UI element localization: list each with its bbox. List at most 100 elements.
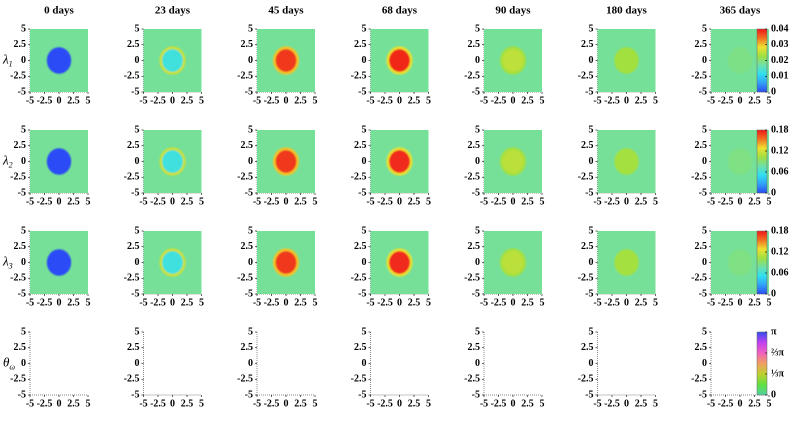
heatmap-center [46,47,72,74]
y-tick-label: -2.5 [124,71,140,82]
y-tick-label: -2.5 [578,374,594,385]
panel: -5-2.502.55-5 -2.5 0 2.5 5 [237,326,317,409]
y-tick-label: -2.5 [691,71,707,82]
y-tick-label: 5 [248,326,253,337]
colorbar-tick-label: 0.02 [771,55,789,66]
colorbar-tick-label: 0.06 [771,267,789,278]
x-tick-label: 5 [86,95,91,106]
y-tick-label: 0 [589,55,594,66]
x-tick-label: 0 [170,196,175,207]
y-tick-label: -5 [358,187,366,198]
panel: -5-2.502.55-5 -2.5 0 2.5 5 [124,225,204,308]
disk [386,147,413,176]
panel: -5-2.502.55-5 -2.5 0 2.5 5 [237,225,317,308]
x-tick-label: 2.5 [408,297,421,308]
x-tick-label: 2.5 [294,95,307,106]
x-tick-label: 5 [86,398,91,409]
y-tick-label: -5 [245,389,253,400]
y-tick-label: -2.5 [691,374,707,385]
disk [159,248,186,277]
x-tick-label: 0 [57,196,62,207]
x-tick-label: -2.5 [718,297,734,308]
y-tick-label: 5 [21,326,26,337]
x-tick-label: -2.5 [264,297,280,308]
y-tick-label: 5 [702,225,707,236]
x-tick-label: 2.5 [67,297,80,308]
x-tick-label: -5 [480,95,488,106]
x-tick-label: 2.5 [181,196,194,207]
y-tick-label: -5 [131,187,139,198]
heatmap-center [502,150,524,173]
y-tick-label: 2.5 [241,342,254,353]
x-tick-label: -5 [366,398,374,409]
x-tick-label: 0 [397,95,402,106]
y-tick-label: -2.5 [10,172,26,183]
y-tick-label: 5 [702,326,707,337]
x-tick-label: -2.5 [491,196,507,207]
x-tick-label: 5 [426,398,431,409]
colorbar [756,129,768,194]
y-tick-label: -2.5 [10,273,26,284]
disk [727,249,753,276]
y-tick-label: 2.5 [695,342,708,353]
x-tick-label: 2.5 [294,297,307,308]
y-tick-label: 0 [475,257,480,268]
disk [386,46,413,75]
row-label: λ1 [2,51,13,68]
y-tick-label: -5 [18,187,26,198]
x-tick-label: 0 [738,95,743,106]
disk [386,248,413,277]
panel: -5-2.502.55-5 -2.5 0 2.5 5 [691,326,771,409]
y-tick-label: 0 [589,156,594,167]
y-tick-label: -2.5 [351,172,367,183]
colorbar-tick-label: π [771,326,777,337]
heatmap-center [162,251,183,274]
panel: -5-2.502.55-5 -2.5 0 2.5 5 [464,124,544,207]
colorbar-tick-label: 0 [771,389,776,400]
x-tick-label: 0 [284,297,289,308]
x-tick-label: 2.5 [521,398,534,409]
y-tick-label: 2.5 [468,342,481,353]
column-title: 90 days [495,5,531,17]
x-tick-label: 5 [540,95,545,106]
y-tick-label: 0 [21,156,26,167]
y-tick-label: 5 [248,23,253,34]
colorbar-tick-label: 0.03 [771,39,789,50]
x-tick-label: 0 [738,398,743,409]
y-tick-label: 0 [248,156,253,167]
x-tick-label: 5 [426,95,431,106]
x-tick-label: -2.5 [604,398,620,409]
colorbar-tick-label: ⅓π [771,368,785,379]
panel: -5-2.502.55-5 -2.5 0 2.5 5 [124,23,204,106]
heatmap-center [275,150,297,173]
y-tick-label: 5 [362,326,367,337]
row-subscript: 1 [9,59,13,68]
x-tick-label: 0 [170,297,175,308]
x-tick-label: 0 [284,95,289,106]
x-tick-label: 2.5 [181,398,194,409]
y-tick-label: 0 [248,358,253,369]
x-tick-label: -5 [26,95,34,106]
y-tick-label: 2.5 [354,241,367,252]
heatmap-center [389,251,410,274]
disk [272,248,300,277]
x-tick-label: 5 [540,196,545,207]
colorbar-tick-label: 0.18 [771,124,789,135]
x-tick-label: 0 [170,95,175,106]
x-tick-label: 2.5 [521,95,534,106]
y-tick-label: -5 [245,86,253,97]
y-tick-label: -2.5 [351,374,367,385]
x-tick-label: 2.5 [635,95,648,106]
x-tick-label: 2.5 [181,95,194,106]
heatmap-center [614,47,639,74]
y-tick-label: 2.5 [127,39,140,50]
y-tick-label: 5 [248,225,253,236]
panel: -5-2.502.55-5 -2.5 0 2.5 5 [124,326,204,409]
y-tick-label: 0 [702,55,707,66]
x-tick-label: -2.5 [377,398,393,409]
panel: -5-2.502.55-5 -2.5 0 2.5 5 [10,225,90,308]
panel: -5-2.502.55-5 -2.5 0 2.5 5 [578,124,658,207]
panel: -5-2.502.55-5 -2.5 0 2.5 5 [237,23,317,106]
x-tick-label: -2.5 [491,297,507,308]
y-tick-label: -2.5 [237,374,253,385]
